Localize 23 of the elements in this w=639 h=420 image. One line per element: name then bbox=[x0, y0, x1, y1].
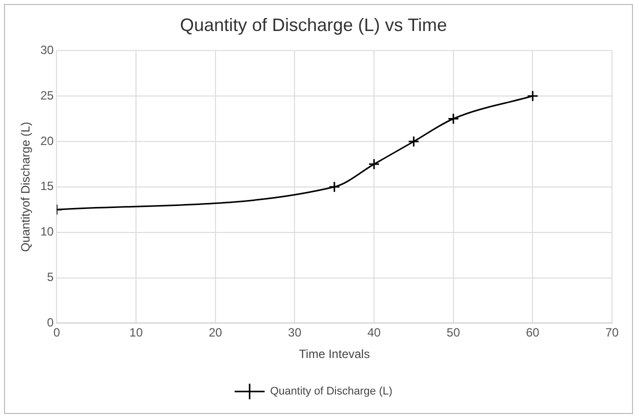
x-tick-label: 10 bbox=[129, 326, 144, 340]
y-tick-label: 15 bbox=[40, 179, 54, 194]
x-tick-label: 60 bbox=[526, 326, 540, 340]
y-tick-label: 10 bbox=[40, 224, 54, 239]
y-tick-label: 30 bbox=[40, 42, 54, 57]
point bbox=[328, 181, 340, 193]
y-tick-label: 0 bbox=[47, 316, 54, 330]
y-axis-title: Quantityof Discharge (L) bbox=[18, 122, 33, 252]
point bbox=[448, 113, 460, 124]
x-tick-label: 20 bbox=[208, 326, 222, 340]
x-tick-label: 70 bbox=[605, 326, 619, 340]
legend-label: Quantity of Discharge (L) bbox=[270, 386, 392, 398]
y-tick-label: 25 bbox=[40, 88, 54, 102]
point bbox=[408, 136, 420, 148]
point bbox=[368, 158, 380, 170]
chart-title: Quantity of Discharge (L) vs Time bbox=[180, 14, 448, 35]
x-tick-label: 30 bbox=[288, 326, 302, 340]
x-tick-label: 40 bbox=[367, 326, 382, 340]
x-tick-label: 50 bbox=[446, 326, 460, 340]
y-tick-label: 5 bbox=[47, 270, 54, 284]
x-axis-title: Time Intevals bbox=[298, 347, 370, 362]
y-tick-label: 20 bbox=[40, 134, 54, 148]
point bbox=[526, 90, 538, 102]
